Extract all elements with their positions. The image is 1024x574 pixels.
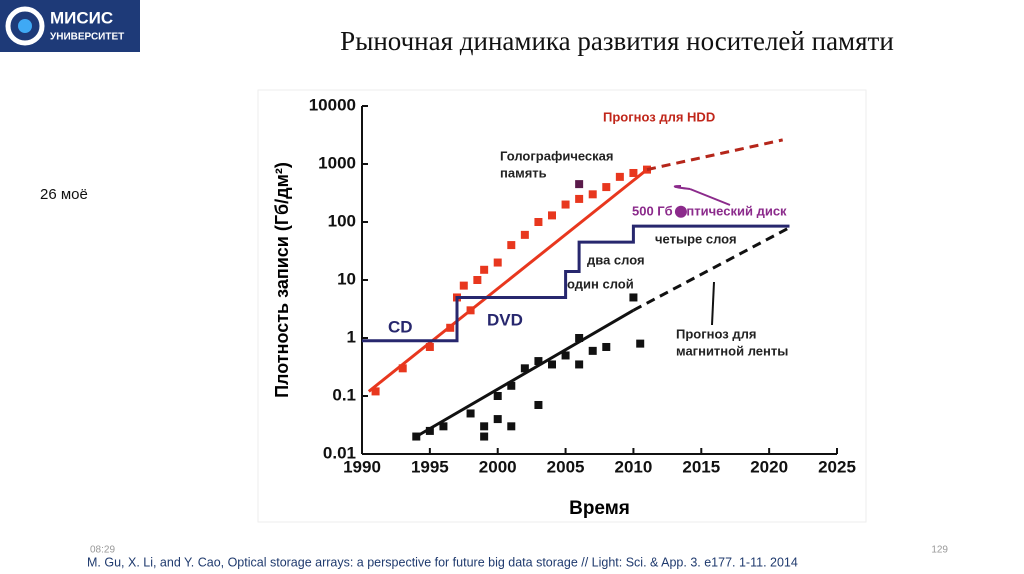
- series-line: [415, 309, 635, 438]
- point: [473, 276, 482, 284]
- x-tick-label: 2005: [547, 457, 585, 476]
- y-axis-label: Плотность записи (Гб/дм²): [272, 162, 292, 398]
- annotation: четыре слоя: [655, 231, 737, 246]
- x-tick-label: 2025: [818, 457, 856, 476]
- point: [602, 342, 611, 351]
- point: [629, 168, 638, 177]
- citation: M. Gu, X. Li, and Y. Cao, Optical storag…: [87, 555, 798, 569]
- side-note: 26 моё: [40, 186, 88, 203]
- x-tick-label: 2000: [479, 457, 517, 476]
- x-tick-label: 2020: [750, 457, 788, 476]
- point: [548, 211, 556, 220]
- annotation: магнитной ленты: [676, 343, 788, 358]
- point: [398, 364, 407, 373]
- y-tick-label: 10: [337, 269, 356, 288]
- series-line: [646, 138, 784, 172]
- point: [548, 360, 556, 369]
- point: [466, 409, 475, 418]
- x-axis-label: Время: [569, 498, 630, 519]
- point: [480, 422, 489, 431]
- point: [674, 205, 687, 218]
- slide-title: Рыночная динамика развития носителей пам…: [340, 26, 894, 56]
- x-tick-label: 2015: [682, 457, 720, 476]
- y-tick-label: 10000: [309, 95, 356, 114]
- point: [520, 230, 529, 239]
- point: [412, 432, 421, 441]
- logo-icon: [5, 6, 45, 46]
- x-tick-label: 1990: [343, 457, 381, 476]
- point: [561, 200, 570, 209]
- point: [575, 334, 584, 342]
- page-number: 129: [931, 545, 948, 556]
- point: [534, 400, 543, 409]
- point: [534, 357, 543, 366]
- point: [636, 339, 645, 348]
- annotation: память: [500, 165, 547, 180]
- y-tick-label: 1000: [318, 153, 356, 172]
- annotation: один слой: [567, 276, 634, 291]
- y-tick-label: 0.01: [323, 443, 356, 462]
- point: [588, 190, 597, 199]
- annotation: DVD: [487, 310, 523, 329]
- point: [507, 422, 516, 431]
- point: [561, 351, 570, 360]
- x-tick-label: 1995: [411, 457, 449, 476]
- point: [575, 194, 584, 203]
- point: [534, 218, 543, 226]
- series-line: [362, 224, 790, 343]
- point: [615, 172, 624, 181]
- arrow: [711, 281, 715, 326]
- annotation: 500 Гб Оптический диск: [632, 203, 787, 218]
- point: [575, 360, 584, 369]
- point: [425, 342, 434, 351]
- annotation: CD: [388, 317, 413, 336]
- point: [493, 415, 502, 424]
- point: [439, 422, 448, 431]
- point: [480, 265, 489, 274]
- logo-text: МИСИС: [50, 8, 113, 27]
- point: [588, 346, 597, 355]
- annotation: Прогноз для: [676, 326, 756, 341]
- chart-frame: [257, 89, 867, 523]
- annotation: Прогноз для HDD: [603, 109, 715, 124]
- y-tick-label: 100: [328, 211, 356, 230]
- annotation: Голографическая: [500, 148, 613, 163]
- arrow: [689, 188, 731, 206]
- x-tick-label: 2010: [615, 457, 653, 476]
- point: [493, 392, 502, 400]
- point: [493, 258, 502, 267]
- annotations: Прогноз для HDD Голографическая память 5…: [388, 109, 788, 358]
- logo-icon: [18, 19, 32, 33]
- plot: 0.01 0.1 1 10 100 1000 10000 1990 1995 2000 2005 20…: [272, 95, 856, 519]
- point: [425, 426, 434, 435]
- point: [520, 364, 529, 373]
- annotation: два слоя: [587, 252, 645, 267]
- y-tick-label: 0.1: [332, 385, 356, 404]
- point: [371, 387, 380, 396]
- arrow: [673, 185, 691, 190]
- series-line: [367, 168, 648, 393]
- point: [480, 432, 489, 441]
- point: [629, 293, 638, 302]
- point: [507, 241, 516, 250]
- point: [575, 180, 584, 189]
- logo-text: УНИВЕРСИТЕТ: [50, 32, 124, 43]
- y-tick-label: 1: [347, 327, 356, 346]
- point: [507, 381, 516, 390]
- point: [459, 281, 468, 290]
- point: [602, 183, 611, 192]
- time: 08:29: [90, 545, 115, 556]
